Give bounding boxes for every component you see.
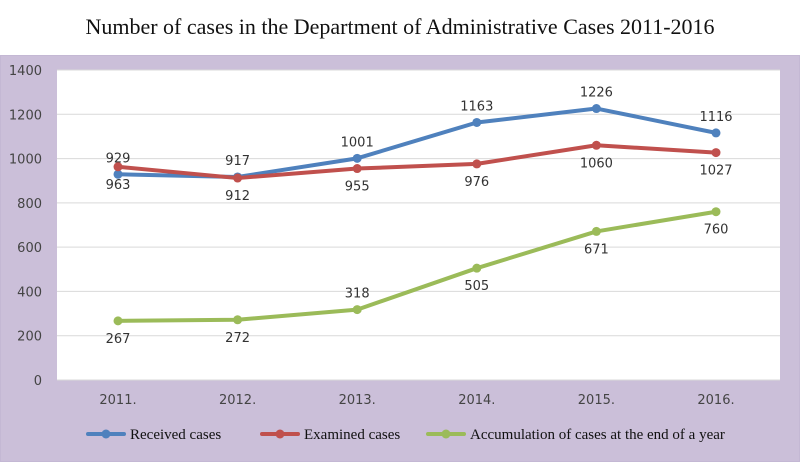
x-tick-label: 2011. xyxy=(99,393,136,408)
series-line xyxy=(116,209,718,323)
y-tick-label: 1200 xyxy=(9,108,42,123)
data-point xyxy=(113,169,123,179)
data-label: 267 xyxy=(106,332,131,347)
y-tick-label: 1000 xyxy=(9,153,42,168)
data-label: 1226 xyxy=(580,86,613,101)
y-axis-ticks: 0 200 400 600 800 1000 1200 1400 xyxy=(9,64,42,389)
y-tick-label: 200 xyxy=(17,330,42,345)
legend: Received cases Examined cases Accumulation… xyxy=(86,427,725,443)
data-label: 1060 xyxy=(580,156,613,171)
data-point xyxy=(591,104,601,114)
data-point xyxy=(113,162,123,172)
y-tick-label: 1400 xyxy=(9,64,42,79)
legend-swatch-marker xyxy=(101,429,111,439)
gridlines xyxy=(57,69,780,381)
data-point xyxy=(352,305,362,315)
data-point xyxy=(591,140,601,150)
legend-label: Received cases xyxy=(130,427,221,443)
data-point xyxy=(591,226,601,236)
data-label: 1163 xyxy=(460,99,493,114)
data-point xyxy=(233,315,243,325)
data-label: 760 xyxy=(704,223,729,238)
data-label: 963 xyxy=(106,178,131,193)
data-point xyxy=(472,159,482,169)
x-tick-label: 2015. xyxy=(578,393,615,408)
data-label: 955 xyxy=(345,180,370,195)
data-label: 929 xyxy=(106,151,131,166)
series-1: 963 912 955 976 1060 1027 xyxy=(106,140,733,204)
x-tick-label: 2012. xyxy=(219,393,256,408)
data-label: 272 xyxy=(225,331,250,346)
series-2: 267 272 318 505 671 760 xyxy=(106,207,729,347)
legend-swatch-marker xyxy=(275,429,285,439)
data-label: 912 xyxy=(225,189,250,204)
data-label: 917 xyxy=(225,154,250,169)
x-tick-label: 2014. xyxy=(458,393,495,408)
data-point xyxy=(352,164,362,174)
data-point xyxy=(711,128,721,138)
data-point xyxy=(711,207,721,217)
legend-item: Received cases xyxy=(86,427,221,443)
data-point xyxy=(352,153,362,163)
legend-swatch-marker xyxy=(441,429,451,439)
data-point xyxy=(711,148,721,158)
series-group: 929 917 1001 1163 1226 1116 963 912 955 976 1060 10… xyxy=(106,86,733,347)
chart-title: Number of cases in the Department of Adm… xyxy=(85,14,715,39)
y-tick-label: 600 xyxy=(17,241,42,256)
legend-label: Examined cases xyxy=(304,427,400,443)
data-label: 1001 xyxy=(341,135,374,150)
data-label: 318 xyxy=(345,287,370,302)
data-point xyxy=(233,173,243,183)
data-label: 505 xyxy=(464,279,489,294)
series-line xyxy=(116,143,718,181)
y-tick-label: 400 xyxy=(17,285,42,300)
data-label: 1027 xyxy=(699,164,732,179)
legend-item: Examined cases xyxy=(260,427,400,443)
y-tick-label: 800 xyxy=(17,197,42,212)
y-tick-label: 0 xyxy=(34,374,42,389)
data-label: 1116 xyxy=(699,110,732,125)
data-label: 976 xyxy=(464,175,489,190)
data-point xyxy=(472,117,482,127)
x-tick-label: 2013. xyxy=(339,393,376,408)
plot-area xyxy=(57,70,780,380)
legend-label: Accumulation of cases at the end of a ye… xyxy=(470,427,725,443)
data-point xyxy=(113,316,123,326)
legend-item: Accumulation of cases at the end of a ye… xyxy=(426,427,725,443)
x-axis-ticks: 2011. 2012. 2013. 2014. 2015. 2016. xyxy=(99,393,734,408)
data-label: 671 xyxy=(584,242,609,257)
data-point xyxy=(472,263,482,273)
x-tick-label: 2016. xyxy=(697,393,734,408)
